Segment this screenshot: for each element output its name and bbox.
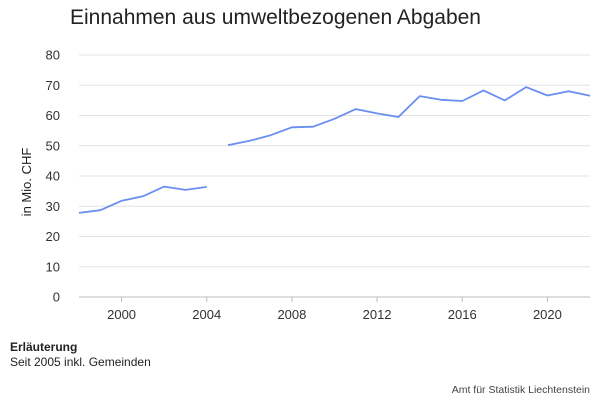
x-tick-labels: 2000 2004 2008 2012 2016 2020 <box>107 297 562 322</box>
x-tick-label: 2008 <box>277 307 306 322</box>
y-tick-label: 50 <box>46 138 60 153</box>
series-line-segment-1 <box>78 185 207 214</box>
y-tick-label: 70 <box>46 78 60 93</box>
chart-title: Einnahmen aus umweltbezogenen Abgaben <box>70 6 481 29</box>
series-line-segment-2 <box>227 86 591 146</box>
y-tick-label: 20 <box>46 229 60 244</box>
x-tick-label: 2020 <box>533 307 562 322</box>
y-tick-label: 10 <box>46 259 60 274</box>
x-tick-label: 2004 <box>192 307 221 322</box>
x-tick-label: 2016 <box>448 307 477 322</box>
y-tick-label: 30 <box>46 199 60 214</box>
source-credit: Amt für Statistik Liechtenstein <box>451 384 590 396</box>
note-title: Erläuterung <box>10 340 78 354</box>
y-tick-labels: 0 10 20 30 40 50 60 70 80 <box>46 48 60 305</box>
grid-lines <box>79 54 590 298</box>
x-tick-label: 2000 <box>107 307 136 322</box>
y-axis-label: in Mio. CHF <box>19 148 34 217</box>
y-tick-label: 0 <box>53 290 60 305</box>
y-tick-label: 60 <box>46 108 60 123</box>
note-text: Seit 2005 inkl. Gemeinden <box>10 355 151 369</box>
y-tick-label: 80 <box>46 48 60 63</box>
x-tick-label: 2012 <box>363 307 392 322</box>
series-lines <box>78 86 591 214</box>
y-tick-label: 40 <box>46 169 60 184</box>
